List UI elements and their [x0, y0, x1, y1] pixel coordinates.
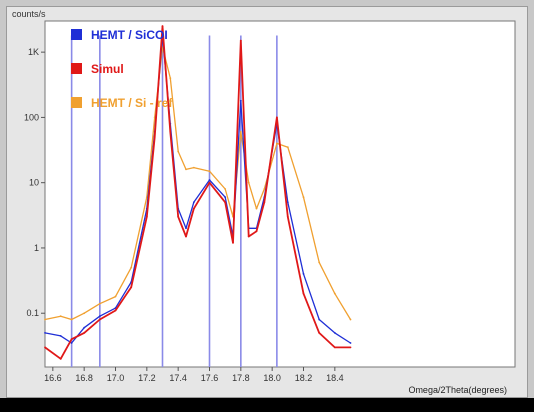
series-2-point-11	[177, 150, 180, 153]
series-0-point-25	[333, 331, 336, 334]
legend-swatch-1	[71, 63, 82, 74]
series-1-point-17	[239, 39, 242, 42]
series-0-point-13	[192, 201, 195, 204]
series-0-point-14	[208, 179, 211, 181]
y-tick-label-1: 1	[34, 243, 39, 253]
series-0-point-12	[185, 227, 187, 230]
series-1-point-0	[44, 346, 46, 349]
series-0-point-15	[224, 196, 227, 199]
series-1-point-15	[224, 201, 227, 204]
series-1-point-9	[161, 25, 164, 28]
series-1-point-21	[275, 116, 278, 119]
plot-area: counts/s 0.1 1 10 100 1K 16.6 16.8 17.0 17.2 17.4…	[6, 6, 528, 398]
x-tick-label-1: 16.8	[75, 373, 93, 383]
series-0-point-24	[318, 318, 321, 321]
plot-frame	[44, 20, 516, 368]
series-1-point-12	[185, 235, 187, 238]
series-2-point-8	[153, 116, 156, 119]
x-tick-label-7: 18.0	[263, 373, 281, 383]
x-tick-label-5: 17.6	[201, 373, 219, 383]
series-0-point-2	[70, 342, 73, 344]
series-1-point-11	[177, 215, 180, 218]
series-2-point-1	[59, 315, 62, 318]
series-2-point-15	[224, 188, 227, 190]
series-1-point-2	[70, 338, 73, 341]
series-2-point-20	[263, 188, 266, 190]
series-1-point-22	[286, 215, 289, 218]
x-tick-label-3: 17.2	[138, 373, 156, 383]
legend-label-0: HEMT / SiCOI	[91, 28, 168, 42]
series-1-point-13	[192, 207, 195, 210]
series-0-point-26	[349, 342, 352, 344]
series-1-point-1	[59, 357, 62, 360]
x-tick-label-9: 18.4	[326, 373, 344, 383]
series-2-point-6	[130, 266, 133, 269]
series-0-point-3	[83, 326, 86, 329]
series-2-point-0	[44, 318, 46, 321]
series-1-point-19	[255, 230, 258, 233]
series-1-point-6	[130, 286, 133, 289]
series-0-point-17	[239, 99, 242, 102]
series-1-point-26	[349, 346, 352, 349]
legend-label-2: HEMT / Si - ref	[91, 96, 173, 110]
series-1-point-8	[153, 136, 156, 138]
y-tick-label-4: 1K	[28, 47, 39, 57]
series-2-point-18	[247, 181, 250, 184]
series-2-point-5	[114, 295, 117, 298]
x-tick-label-6: 17.8	[232, 373, 250, 383]
series-2-point-10	[169, 77, 172, 80]
series-2-point-26	[349, 318, 352, 321]
series-2-point-3	[83, 312, 86, 315]
y-unit-label: counts/s	[12, 9, 46, 19]
legend-label-1: Simul	[91, 62, 124, 76]
series-0-point-23	[302, 273, 305, 275]
series-1-point-25	[333, 346, 336, 349]
series-2-point-2	[70, 318, 73, 321]
bottom-bar	[0, 398, 534, 412]
series-2-point-25	[333, 292, 336, 295]
series-0-point-4	[98, 315, 101, 318]
x-tick-label-4: 17.4	[169, 373, 187, 383]
series-2-point-19	[255, 207, 258, 210]
series-1-point-3	[83, 331, 86, 334]
series-2-point-22	[286, 146, 289, 149]
series-2-point-13	[192, 166, 195, 169]
legend-swatch-2	[71, 97, 82, 108]
x-tick-label-2: 17.0	[107, 373, 125, 383]
series-1-point-10	[169, 130, 172, 133]
series-1-point-20	[263, 201, 266, 204]
series-1-point-23	[302, 292, 305, 295]
y-tick-label-2: 10	[29, 178, 39, 188]
series-0-point-1	[59, 334, 62, 337]
y-tick-label-0: 0.1	[26, 308, 39, 318]
series-2-point-12	[185, 168, 187, 171]
x-tick-label-8: 18.2	[295, 373, 313, 383]
x-axis-label: Omega/2Theta(degrees)	[408, 385, 507, 395]
series-1-point-24	[318, 331, 321, 334]
series-2-point-14	[208, 170, 211, 173]
series-1-point-4	[98, 318, 101, 321]
series-0-point-0	[44, 331, 46, 334]
series-2-point-7	[145, 196, 148, 199]
series-2-point-21	[275, 142, 278, 145]
series-2-point-4	[98, 302, 101, 305]
legend-swatch-0	[71, 29, 82, 40]
series-2-point-17	[239, 130, 242, 133]
y-tick-label-3: 100	[24, 112, 39, 122]
series-2-point-23	[302, 196, 305, 199]
x-tick-label-0: 16.6	[44, 373, 62, 383]
series-1-point-14	[208, 181, 211, 184]
series-1-point-18	[247, 235, 250, 238]
series-0-point-22	[286, 201, 289, 204]
series-2-point-24	[318, 261, 321, 264]
series-1-point-5	[114, 309, 117, 312]
series-1-point-7	[145, 215, 148, 218]
chart-svg: 0.1 1 10 100 1K 16.6 16.8 17.0 17.2 17.4 17.6 17.8 1…	[24, 20, 516, 395]
series-1-point-16	[232, 241, 234, 244]
